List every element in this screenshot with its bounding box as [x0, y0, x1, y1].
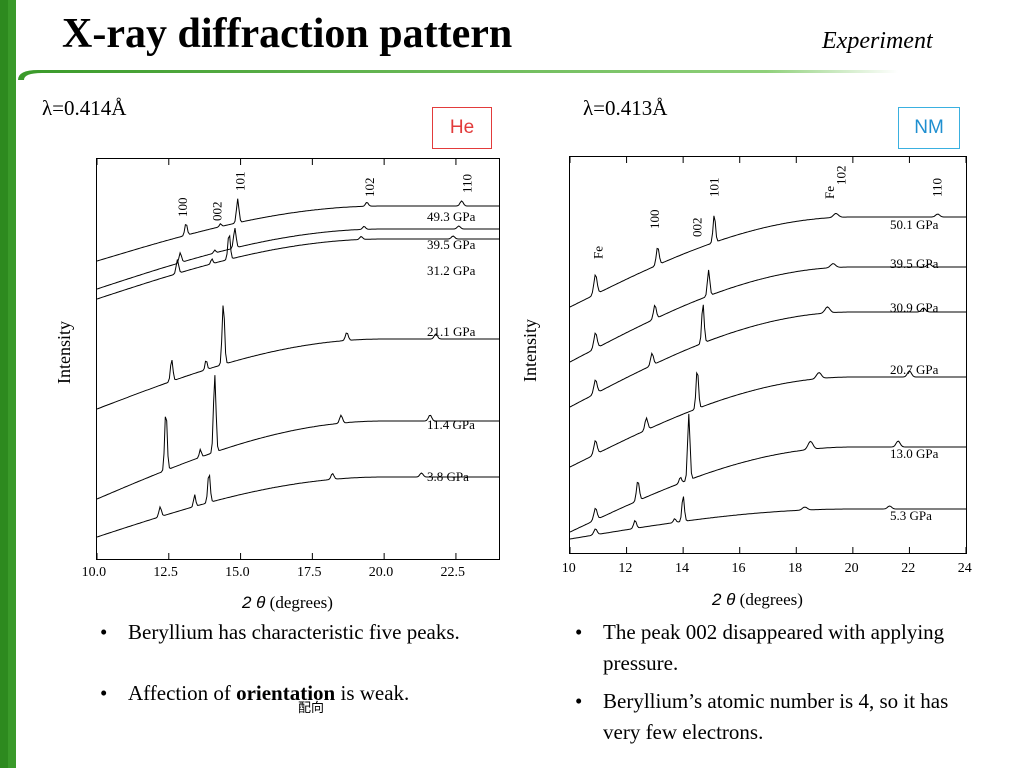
x-tick-label: 17.5: [296, 565, 322, 580]
series-pressure-label: 21.1 GPa: [427, 324, 476, 339]
right-bullet-2: Beryllium’s atomic number is 4, so it ha…: [563, 686, 963, 748]
series-pressure-label: 5.3 GPa: [890, 508, 932, 523]
peak-index-label: 101: [233, 172, 248, 192]
left-wavelength: λ=0.414Å: [42, 96, 127, 120]
left-x-axis-symbol: 2 θ: [242, 593, 266, 612]
series-pressure-label: 20.7 GPa: [890, 362, 939, 377]
peak-index-label: 102: [362, 178, 377, 198]
title-underline: [18, 70, 898, 80]
x-tick-label: 22: [901, 561, 916, 576]
series-trace: [569, 263, 966, 363]
series-trace: [96, 305, 499, 410]
series-pressure-label: 39.5 GPa: [890, 256, 939, 271]
series-pressure-label: 31.2 GPa: [427, 263, 476, 278]
series-trace: [96, 225, 499, 290]
left-x-axis-unit: (degrees): [269, 593, 333, 612]
right-x-axis-symbol: 2 θ: [712, 590, 736, 609]
orientation-annotation: 配向: [298, 701, 325, 716]
left-bullet-1: Beryllium has characteristic five peaks.: [88, 617, 488, 648]
right-xrd-plot: 50.1 GPa 39.5 GPa 30.9 GPa 20.7 GPa 13.0 GPa…: [569, 156, 967, 554]
series-trace: [96, 234, 499, 300]
right-xrd-chart: 50.1 GPa 39.5 GPa 30.9 GPa 20.7 GPa 13.0 GPa…: [569, 157, 967, 553]
slide-subtitle: Experiment: [822, 28, 933, 54]
right-tag-nm: NM: [898, 107, 960, 149]
left-y-axis-label: Intensity: [54, 321, 74, 384]
x-tick-label: 20.0: [368, 565, 394, 580]
bullet-2-bold: orientation: [236, 681, 336, 705]
peak-index-label: Fe: [590, 246, 605, 259]
series-pressure-label: 13.0 GPa: [890, 446, 939, 461]
series-trace: [569, 496, 966, 540]
right-bullet-1: The peak 002 disappeared with applying p…: [563, 617, 963, 679]
bullet-2-suffix: is weak.: [335, 681, 410, 705]
left-tag-he: He: [432, 107, 492, 149]
x-tick-label: 24: [957, 561, 972, 576]
x-tick-label: 12.5: [153, 565, 178, 580]
right-wavelength: λ=0.413Å: [583, 96, 668, 120]
x-tick-label: 16: [731, 561, 746, 576]
series-pressure-label: 49.3 GPa: [427, 209, 476, 224]
series-trace: [569, 413, 966, 533]
peak-index-label: 101: [706, 178, 721, 198]
series-pressure-label: 11.4 GPa: [427, 417, 475, 432]
left-bullet-list: Beryllium has characteristic five peaks.…: [88, 617, 488, 709]
peak-index-label: 110: [459, 174, 474, 193]
peak-index-label: 002: [210, 202, 225, 222]
series-trace: [569, 304, 966, 408]
x-tick-label: 10.0: [81, 565, 107, 580]
series-trace: [96, 375, 499, 500]
right-y-axis-label: Intensity: [520, 319, 540, 382]
series-pressure-label: 50.1 GPa: [890, 217, 939, 232]
peak-index-label: 002: [689, 218, 704, 238]
peak-index-label: Fe: [822, 186, 837, 199]
left-bullet-2: Affection of orientation is weak.: [88, 678, 488, 709]
x-tick-label: 18: [788, 561, 803, 576]
x-tick-label: 12: [618, 561, 633, 576]
peak-index-label: 102: [834, 166, 849, 186]
left-xrd-chart: 49.3 GPa 39.5 GPa 31.2 GPa 21.1 GPa 11.4 GPa…: [96, 159, 499, 559]
left-accent-bar-dark: [0, 0, 8, 768]
series-trace: [569, 212, 966, 308]
x-tick-label: 14: [674, 561, 689, 576]
peak-index-label: 100: [175, 198, 190, 218]
series-trace: [569, 370, 966, 468]
x-tick-label: 22.5: [440, 565, 466, 580]
series-pressure-label: 30.9 GPa: [890, 300, 939, 315]
left-x-axis-label: 2 θ (degrees): [242, 593, 333, 613]
series-pressure-label: 39.5 GPa: [427, 237, 476, 252]
slide-title: X-ray diffraction pattern: [62, 11, 513, 57]
right-x-axis-unit: (degrees): [739, 590, 803, 609]
x-tick-label: 20: [844, 561, 859, 576]
x-tick-label: 15.0: [225, 565, 250, 580]
left-xrd-plot: 49.3 GPa 39.5 GPa 31.2 GPa 21.1 GPa 11.4 GPa…: [96, 158, 500, 560]
bullet-2-prefix: Affection of: [128, 681, 237, 705]
peak-index-label: 100: [647, 210, 662, 230]
right-x-axis-label: 2 θ (degrees): [712, 590, 803, 610]
right-bullet-list: The peak 002 disappeared with applying p…: [563, 617, 963, 748]
series-trace: [96, 198, 499, 262]
peak-index-label: 110: [930, 178, 945, 197]
series-pressure-label: 3.8 GPa: [427, 469, 469, 484]
x-tick-label: 10: [561, 561, 576, 576]
series-trace: [96, 472, 499, 538]
